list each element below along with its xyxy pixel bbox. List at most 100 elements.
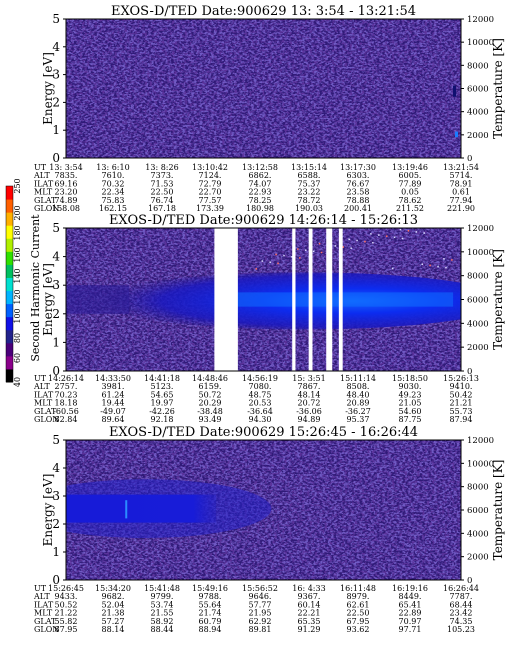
speckle-dot [277,262,279,265]
ephemeris-value: 20.29 [199,399,222,408]
ephemeris-value: 21.95 [249,609,272,618]
ephemeris-value: 71.53 [151,179,174,188]
ephemeris-row-label: GLON [34,625,59,634]
ephemeris-row-label: UT [34,374,47,383]
ephemeris-value: 14:33:50 [95,374,131,383]
ephemeris-value: 6303. [347,171,370,180]
ephemeris-value: 13:12:58 [242,163,278,172]
ephemeris-value: 22.70 [199,188,222,197]
ephemeris-row-label: ALT [33,592,50,601]
ephemeris-row-label: GLON [34,204,59,213]
colorbar-segment [6,368,13,383]
temperature-tick-label: 12000 [467,224,494,234]
energy-tick-label: 5 [52,433,60,447]
colorbar-tick-label: 160 [13,247,22,262]
colorbar-tick-label: 100 [13,308,22,323]
ephemeris-value: 78.62 [399,196,422,205]
ephemeris-value: 14:48:46 [192,374,228,383]
speckle-dot [364,240,366,243]
ephemeris-value: 50.72 [199,390,222,399]
data-gap [338,228,343,371]
ephemeris-value: 21.38 [102,609,125,618]
ephemeris-row-label: ILAT [34,390,54,399]
colorbar-segment [6,238,13,252]
ephemeris-value: 74.07 [249,179,272,188]
ephemeris-value: -49.07 [100,407,126,416]
ephemeris-value: 54.65 [151,390,174,399]
ephemeris-value: 87.95 [55,625,78,634]
ephemeris-value: 6862. [249,171,272,180]
colorbar-tick-label: 40 [13,377,22,387]
speckle-dot [372,242,374,244]
ephemeris-value: 14:56:19 [242,374,278,383]
ephemeris-value: 7835. [55,171,78,180]
ephemeris-value: 22.50 [151,188,174,197]
ephemeris-value: 5123. [151,382,174,391]
ephemeris-value: 2757. [55,382,78,391]
ephemeris-value: 13:19:46 [392,163,428,172]
speckle-dot [261,260,264,262]
ephemeris-value: 9367. [298,592,321,601]
ephemeris-value: 14:26:14 [48,374,84,383]
field-speckle-dark [66,19,461,158]
ephemeris-value: 16:11:48 [340,584,376,593]
ephemeris-row-label: GLON [34,415,59,424]
speckle-dot [407,230,410,232]
ephemeris-value: 180.98 [246,204,274,213]
ephemeris-value: -60.56 [53,407,79,416]
temperature-tick-label: 4000 [467,319,489,329]
colorbar: 40 60 80 100 120 140 160 180 200 250 Second Harmon… [5,178,42,387]
data-gap [326,228,333,371]
ephemeris-value: 13: 6:10 [96,163,129,172]
ephemeris-value: 68.44 [450,600,473,609]
ephemeris-value: 54.60 [399,407,422,416]
ephemeris-value: 16:19:16 [392,584,428,593]
ephemeris-value: 50.42 [450,390,473,399]
speckle-dot [283,254,285,257]
speckle-dot [255,268,258,270]
ephemeris-value: 15:26:45 [48,584,84,593]
ephemeris-value: 211.52 [396,204,424,213]
speckle-dot [304,249,307,251]
ephemeris-value: 57.77 [249,600,272,609]
ephemeris-value: 50.52 [55,600,78,609]
speckle-dot [443,258,445,260]
plasma-halo [66,479,272,538]
ephemeris-value: 92.18 [151,415,174,424]
ephemeris-value: 76.74 [151,196,174,205]
ephemeris-value: 7867. [298,382,321,391]
bright-streak [125,500,128,519]
ephemeris-value: -38.48 [197,407,223,416]
ephemeris-value: 74.89 [55,196,78,205]
ephemeris-value: 82.84 [55,415,78,424]
ephemeris-value: 23.42 [450,609,473,618]
ephemeris-value: 70.23 [55,390,78,399]
temperature-tick-label: 0 [467,154,472,164]
ephemeris-value: 55.73 [450,407,473,416]
ephemeris-value: 55.64 [199,600,222,609]
temperature-axis-label: Temperature [K] [491,249,505,350]
speckle-dot [318,242,321,245]
colorbar-tick-label: 200 [13,205,22,220]
ephemeris-value: 15:11:14 [340,374,376,383]
spectrogram-panel-2: EXOS-D/TED Date:900629 14:26:14 - 15:26:… [33,213,505,424]
colorbar-segment [6,355,13,370]
ephemeris-row-label: ILAT [34,179,54,188]
ephemeris-value: 13:15:14 [291,163,327,172]
ephemeris-value: 65.35 [298,617,321,626]
ephemeris-row-label: GLAT [34,407,57,416]
ephemeris-value: -42.26 [149,407,175,416]
temperature-tick-label: 6000 [467,296,489,306]
temperature-tick-label: 2000 [467,343,489,353]
ephemeris-value: 88.44 [151,625,174,634]
ephemeris-value: 8979. [347,592,370,601]
ephemeris-value: 22.93 [249,188,272,197]
energy-tick-label: 0 [52,364,60,378]
panel-title: EXOS-D/TED Date:900629 14:26:14 - 15:26:… [109,213,418,228]
speckle-dot [399,228,402,231]
temperature-tick-label: 4000 [467,108,489,118]
temperature-tick-label: 2000 [467,553,489,563]
ephemeris-value: 15:18:50 [392,374,428,383]
ephemeris-value: 78.72 [298,196,321,205]
colorbar-segment [6,329,13,344]
